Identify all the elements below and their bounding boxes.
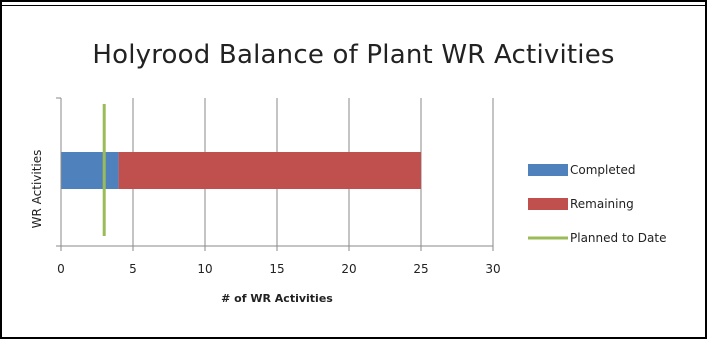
chart-title: Holyrood Balance of Plant WR Activities [92,40,615,70]
x-tick-label: 30 [485,262,500,276]
top-border [0,0,707,6]
legend-label-remaining: Remaining [570,197,634,211]
x-tick-labels: 0 5 10 15 20 25 30 [57,262,500,276]
bars [61,152,421,189]
legend-label-planned-to-date: Planned to Date [570,231,667,245]
bar-remaining [118,152,421,189]
bar-completed [61,152,119,189]
y-axis-title: WR Activities [30,150,44,229]
x-tick-label: 25 [413,262,428,276]
x-tick-label: 20 [341,262,356,276]
legend: Completed Remaining Planned to Date [528,163,667,245]
x-tick-label: 10 [197,262,212,276]
x-axis-title: # of WR Activities [221,292,333,305]
axes [56,97,494,251]
x-tick-label: 15 [269,262,284,276]
legend-swatch-completed [528,164,568,176]
legend-swatch-remaining [528,198,568,210]
x-tick-label: 5 [129,262,137,276]
x-tick-label: 0 [57,262,65,276]
legend-label-completed: Completed [570,163,635,177]
